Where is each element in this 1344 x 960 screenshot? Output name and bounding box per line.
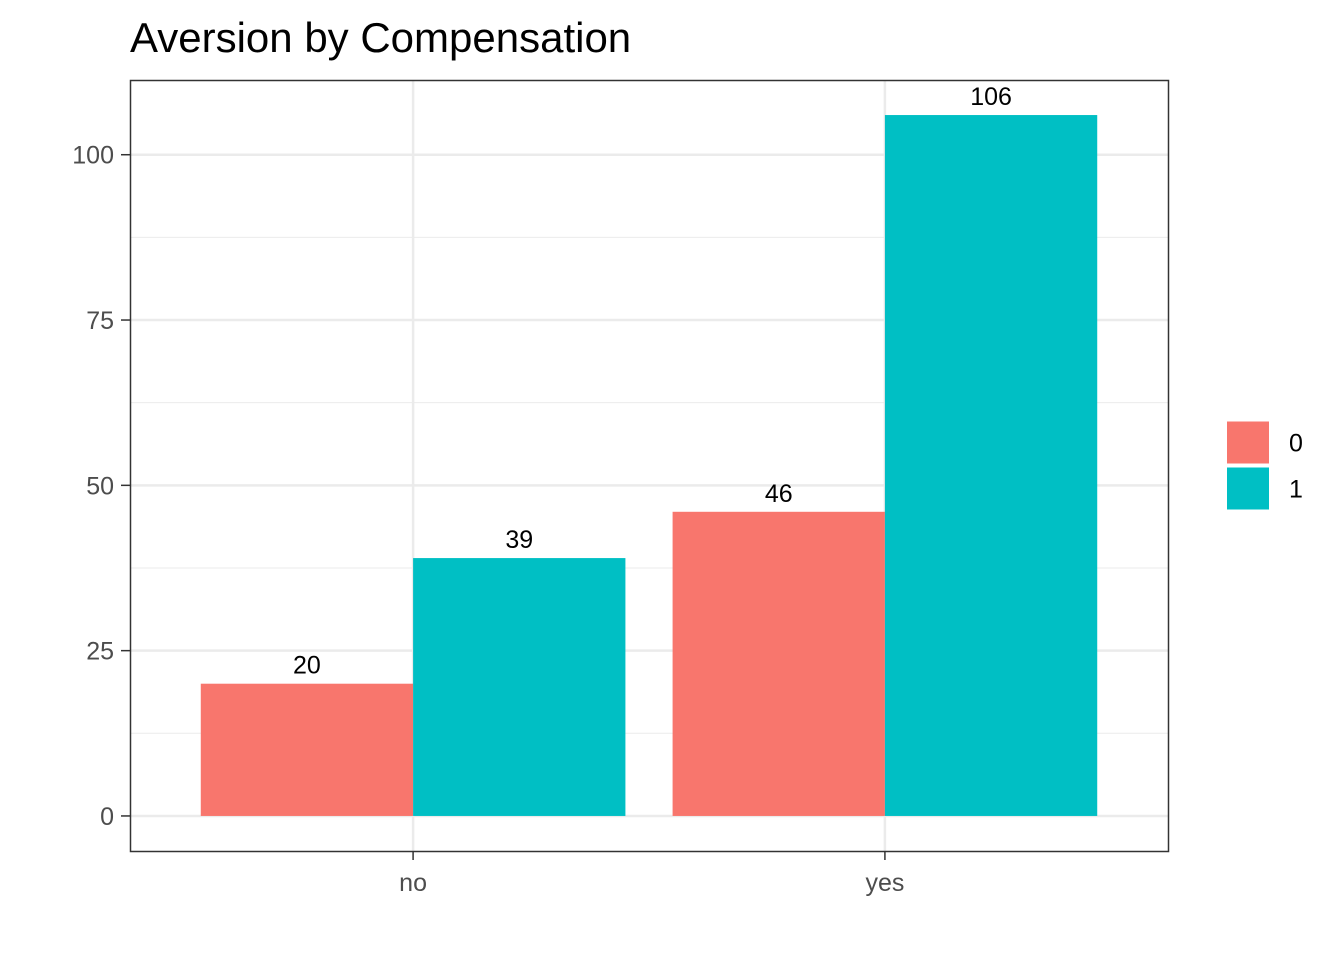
bar-yes-series-0 — [672, 511, 885, 816]
bar-no-series-0 — [200, 683, 414, 816]
x-tick-label: no — [399, 869, 427, 897]
y-tick-label: 25 — [86, 638, 114, 666]
data-label: 46 — [765, 480, 793, 508]
chart-title: Aversion by Compensation — [130, 14, 631, 61]
legend-label: 0 — [1289, 430, 1303, 458]
x-tick-label: yes — [865, 869, 904, 897]
y-tick-label: 50 — [86, 472, 114, 500]
data-labels: 20 46 39 106 — [293, 83, 1012, 680]
data-label: 39 — [505, 526, 533, 554]
y-tick-label: 0 — [100, 803, 114, 831]
y-tick-label: 100 — [72, 142, 114, 170]
legend-label: 1 — [1289, 476, 1303, 504]
legend-key-0 — [1227, 421, 1269, 464]
bars — [200, 115, 1098, 816]
legend-key-1 — [1227, 467, 1269, 510]
plot-border — [129, 79, 1170, 853]
bar-yes-series-1 — [884, 115, 1098, 816]
bar-no-series-1 — [413, 558, 626, 816]
data-label: 20 — [293, 652, 321, 680]
data-label: 106 — [970, 83, 1012, 111]
y-axis: 0 25 50 75 100 — [72, 142, 130, 831]
x-axis: no yes — [399, 851, 904, 897]
legend: 01 — [1227, 421, 1303, 510]
y-tick-label: 75 — [86, 307, 114, 335]
